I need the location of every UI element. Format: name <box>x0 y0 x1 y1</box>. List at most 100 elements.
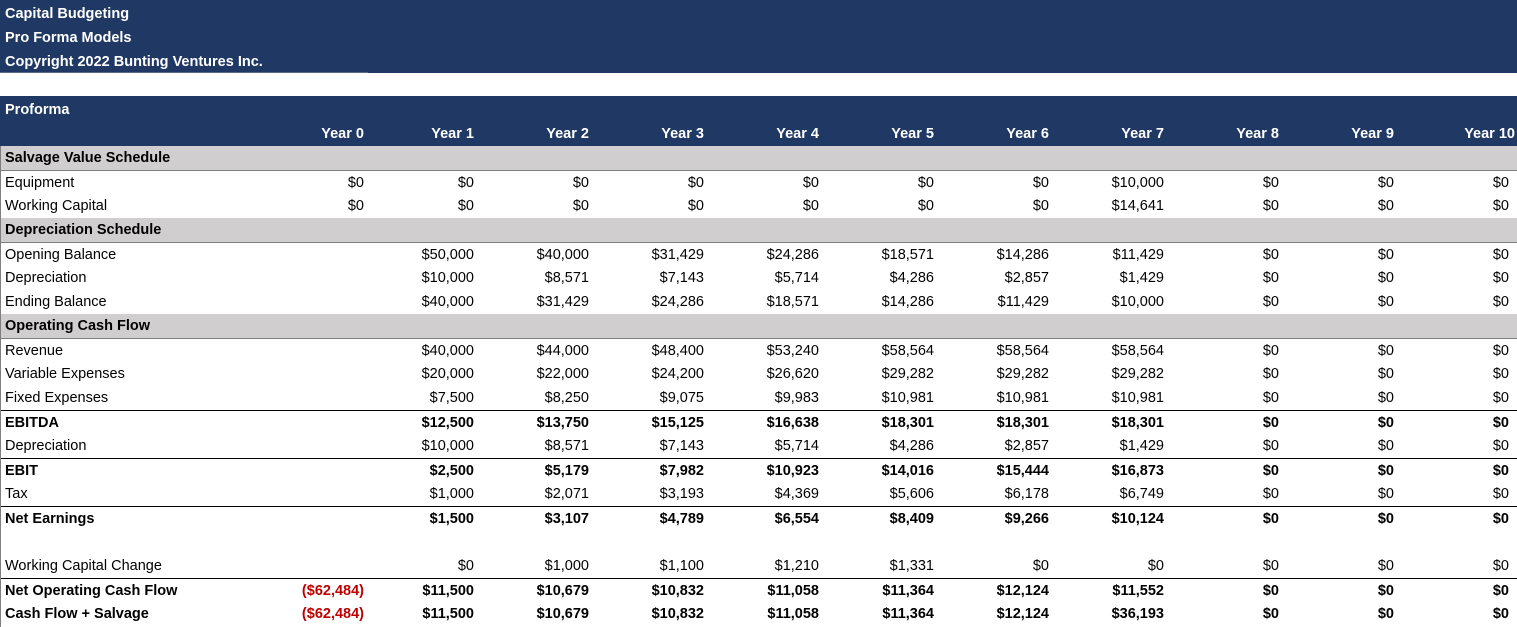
row-operating-cash-flow: Operating Cash Flow <box>0 314 1517 338</box>
row-label: Ending Balance <box>5 294 107 310</box>
cell-year-5: $18,571 <box>881 247 934 263</box>
row-tax: Tax $1,000 $2,071 $3,193 $4,369 $5,606 $6,178 $… <box>0 482 1517 506</box>
year-header-1: Year 1 <box>431 126 474 142</box>
cell-year-6: $0 <box>1032 175 1049 191</box>
cell-year-6: $15,444 <box>996 463 1049 479</box>
cell-year-3: $10,832 <box>651 583 704 599</box>
cell-year-6: $2,857 <box>1004 438 1049 454</box>
row-net-operating-cash-flow: Net Operating Cash Flow ($62,484) $11,500 $… <box>0 578 1517 602</box>
row-salvage-value-schedule: Salvage Value Schedule <box>0 146 1517 170</box>
cell-year-5: $4,286 <box>889 270 934 286</box>
cell-year-9: $0 <box>1377 463 1394 479</box>
cell-year-4: $26,620 <box>766 366 819 382</box>
cell-year-2: $8,571 <box>544 270 589 286</box>
cell-year-5: $4,286 <box>889 438 934 454</box>
cell-year-4: $5,714 <box>774 438 819 454</box>
cell-year-7: $36,193 <box>1111 606 1164 622</box>
cell-year-9: $0 <box>1377 558 1394 574</box>
cell-year-7: $1,429 <box>1119 270 1164 286</box>
cell-year-5: $58,564 <box>881 343 934 359</box>
cell-year-1: $10,000 <box>421 438 474 454</box>
cell-year-10: $0 <box>1492 198 1509 214</box>
cell-year-2: $44,000 <box>536 343 589 359</box>
row-label: Working Capital Change <box>5 558 162 574</box>
cell-year-3: $1,100 <box>659 558 704 574</box>
cell-year-0: $0 <box>347 175 364 191</box>
row-label: Cash Flow + Salvage <box>5 606 149 622</box>
cell-year-2: $3,107 <box>544 511 589 527</box>
row-label: Net Earnings <box>5 511 95 527</box>
cell-year-9: $0 <box>1377 583 1394 599</box>
cell-year-8: $0 <box>1262 486 1279 502</box>
cell-year-1: $2,500 <box>429 463 474 479</box>
cell-year-8: $0 <box>1262 366 1279 382</box>
cell-year-10: $0 <box>1492 438 1509 454</box>
row-label: Tax <box>5 486 28 502</box>
cell-year-4: $4,369 <box>774 486 819 502</box>
cell-year-7: $10,981 <box>1111 390 1164 406</box>
cell-year-6: $0 <box>1032 198 1049 214</box>
cell-year-5: $0 <box>917 198 934 214</box>
cell-year-9: $0 <box>1377 294 1394 310</box>
cell-year-9: $0 <box>1377 343 1394 359</box>
cell-year-6: $6,178 <box>1004 486 1049 502</box>
cell-year-7: $1,429 <box>1119 438 1164 454</box>
cell-year-8: $0 <box>1262 606 1279 622</box>
cell-year-10: $0 <box>1492 175 1509 191</box>
proforma-title: Proforma <box>5 102 70 118</box>
row-label: EBIT <box>5 463 39 479</box>
row-variable-expenses: Variable Expenses $20,000 $22,000 $24,200 $2… <box>0 362 1517 386</box>
cell-year-8: $0 <box>1262 390 1279 406</box>
proforma-header: Proforma Year 0 Year 1 Year 2 Year 3 Year 4 Y… <box>0 97 1517 146</box>
cell-year-4: $9,983 <box>774 390 819 406</box>
cell-year-1: $0 <box>457 198 474 214</box>
cell-year-10: $0 <box>1492 583 1509 599</box>
cell-year-1: $12,500 <box>421 415 474 431</box>
cell-year-10: $0 <box>1492 343 1509 359</box>
cell-year-9: $0 <box>1377 175 1394 191</box>
cell-year-1: $11,500 <box>422 606 474 622</box>
year-header-7: Year 7 <box>1121 126 1164 142</box>
cell-year-4: $16,638 <box>766 415 819 431</box>
cell-year-2: $31,429 <box>536 294 589 310</box>
cell-year-2: $13,750 <box>536 415 589 431</box>
cell-year-2: $0 <box>572 175 589 191</box>
cell-year-5: $0 <box>917 175 934 191</box>
cell-year-6: $0 <box>1032 558 1049 574</box>
cell-year-7: $0 <box>1147 558 1164 574</box>
cell-year-5: $14,286 <box>881 294 934 310</box>
cell-year-9: $0 <box>1377 438 1394 454</box>
cell-year-1: $10,000 <box>421 270 474 286</box>
row-label: Net Operating Cash Flow <box>5 583 178 599</box>
year-header-0: Year 0 <box>321 126 364 142</box>
year-header-4: Year 4 <box>776 126 819 142</box>
cell-year-5: $11,364 <box>882 606 934 622</box>
cell-year-3: $3,193 <box>659 486 704 502</box>
cell-year-9: $0 <box>1377 486 1394 502</box>
cell-year-6: $11,429 <box>997 294 1049 310</box>
cell-year-5: $5,606 <box>889 486 934 502</box>
cell-year-3: $7,143 <box>659 270 704 286</box>
cell-year-5: $14,016 <box>881 463 934 479</box>
cell-year-7: $29,282 <box>1111 366 1164 382</box>
cell-year-9: $0 <box>1377 366 1394 382</box>
cell-year-1: $40,000 <box>421 294 474 310</box>
cell-year-3: $9,075 <box>659 390 704 406</box>
row-net-earnings: Net Earnings $1,500 $3,107 $4,789 $6,554 $8,4… <box>0 506 1517 530</box>
cell-year-9: $0 <box>1377 247 1394 263</box>
cell-year-7: $16,873 <box>1111 463 1164 479</box>
cell-year-10: $0 <box>1492 247 1509 263</box>
cell-year-8: $0 <box>1262 294 1279 310</box>
row-label: Depreciation Schedule <box>5 222 162 238</box>
row-working-capital-change: Working Capital Change $0 $1,000 $1,100 $1,2… <box>0 554 1517 578</box>
cell-year-6: $2,857 <box>1004 270 1049 286</box>
cell-year-1: $50,000 <box>421 247 474 263</box>
cell-year-2: $8,250 <box>544 390 589 406</box>
cell-year-3: $24,200 <box>651 366 704 382</box>
title-block: Capital Budgeting Pro Forma Models Copyr… <box>0 0 1517 73</box>
row-depreciation-2: Depreciation $10,000 $8,571 $7,143 $5,714 $4,… <box>0 434 1517 458</box>
cell-year-10: $0 <box>1492 415 1509 431</box>
year-header-5: Year 5 <box>891 126 934 142</box>
row-ending-balance: Ending Balance $40,000 $31,429 $24,286 $18,5… <box>0 290 1517 314</box>
cell-year-3: $24,286 <box>651 294 704 310</box>
